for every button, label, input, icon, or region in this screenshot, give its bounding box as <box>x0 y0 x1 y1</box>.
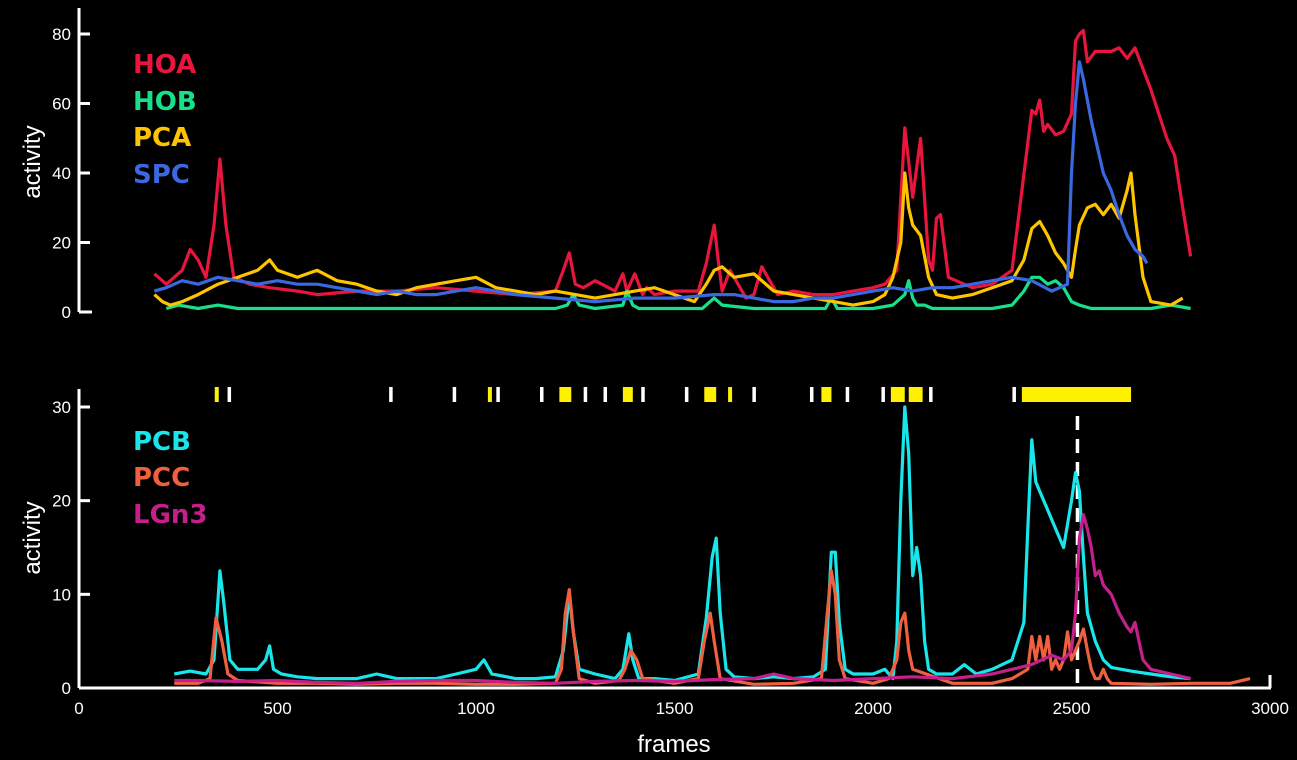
bottom-y-axis-label: activity <box>19 501 46 574</box>
event-tick-yellow <box>728 387 733 402</box>
series-line-hoa <box>153 28 1193 300</box>
event-tick-yellow <box>706 387 711 402</box>
x-tick-label: 1500 <box>656 699 694 718</box>
y-tick-label: 20 <box>52 492 71 511</box>
top-series-group <box>153 28 1193 311</box>
y-tick-label: 20 <box>52 234 71 253</box>
legend-spc: SPC <box>133 160 190 190</box>
x-tick-label: 500 <box>263 699 291 718</box>
series-line-lgn3 <box>174 513 1191 685</box>
event-tick-white <box>845 387 850 402</box>
top-y-axis-label: activity <box>19 125 46 198</box>
series-line-hob <box>165 275 1191 311</box>
y-tick-label: 60 <box>52 95 71 114</box>
x-tick-label: 2500 <box>1053 699 1091 718</box>
series-line-spc <box>153 60 1149 304</box>
series-line-pcc <box>174 569 1251 686</box>
event-tick-white <box>389 387 393 402</box>
event-tick-white <box>809 387 814 402</box>
series-line-pca <box>153 171 1184 307</box>
event-tick-white <box>684 387 689 402</box>
y-tick-label: 40 <box>52 164 71 183</box>
top-legend: HOA HOB PCA SPC <box>133 50 197 190</box>
event-tick-white <box>641 387 645 402</box>
event-span <box>1021 387 1132 402</box>
legend-lgn3: LGn3 <box>133 500 208 530</box>
top-y-ticks: 0 20 40 60 80 <box>52 25 90 322</box>
legend-pcb: PCB <box>133 427 191 457</box>
y-tick-label: 10 <box>52 585 71 604</box>
x-tick-label: 2000 <box>854 699 892 718</box>
top-panel: 0 20 40 60 80 activity HOA HOB PCA SPC <box>19 8 1193 322</box>
legend-hob: HOB <box>133 87 197 117</box>
event-tick-white <box>752 387 756 402</box>
x-axis-label: frames <box>637 731 710 758</box>
bottom-legend: PCB PCC LGn3 <box>133 427 208 530</box>
bottom-y-ticks: 0 10 20 30 <box>52 398 90 698</box>
event-tick-yellow <box>827 387 832 402</box>
event-tick-white <box>496 387 500 402</box>
x-tick-label: 0 <box>74 699 83 718</box>
legend-hoa: HOA <box>133 50 196 80</box>
bottom-x-ticks: 0 500 1000 1500 2000 2500 3000 <box>74 699 1289 718</box>
x-tick-label: 3000 <box>1251 699 1289 718</box>
legend-pcc: PCC <box>133 463 190 493</box>
event-tick-yellow <box>894 387 899 402</box>
event-tick-white <box>452 387 457 402</box>
y-tick-label: 0 <box>62 303 71 322</box>
event-span <box>908 387 923 402</box>
event-markers <box>214 387 1132 688</box>
event-tick-white <box>540 387 544 402</box>
y-tick-label: 0 <box>62 679 71 698</box>
legend-pca: PCA <box>133 123 191 153</box>
event-tick-white <box>929 387 933 402</box>
event-tick-white <box>881 387 885 402</box>
bottom-panel: 0 10 20 30 0 500 1000 1500 2000 2500 3000 activit… <box>19 387 1289 758</box>
event-tick-white <box>583 387 588 402</box>
bottom-series-group <box>174 405 1251 686</box>
event-span <box>622 387 633 402</box>
event-tick-white <box>227 387 232 402</box>
x-tick-label: 1000 <box>457 699 495 718</box>
event-span <box>559 387 572 402</box>
event-tick-white <box>603 387 608 402</box>
y-tick-label: 80 <box>52 25 71 44</box>
y-tick-label: 30 <box>52 398 71 417</box>
event-tick-yellow <box>487 387 492 402</box>
series-line-pcb <box>174 405 1191 683</box>
event-span <box>821 387 832 402</box>
event-tick-yellow <box>214 387 219 402</box>
event-tick-white <box>1012 387 1016 402</box>
